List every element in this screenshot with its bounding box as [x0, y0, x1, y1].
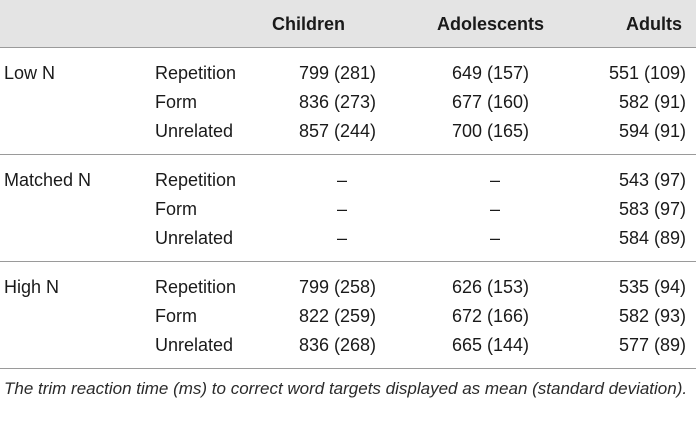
- cell-adolescents: 700 (165): [452, 121, 530, 141]
- bottom-rule: [0, 368, 696, 369]
- cell-adults: 577 (89): [618, 335, 686, 355]
- header-rule: [0, 47, 696, 48]
- cell-adolescents: –: [490, 199, 501, 219]
- cell-children: 822 (259): [299, 306, 377, 326]
- cell-adolescents: 677 (160): [452, 92, 530, 112]
- table-row-condition: Repetition: [155, 63, 237, 83]
- cell-adolescents: –: [490, 170, 501, 190]
- table-row-condition: Unrelated: [155, 335, 234, 355]
- cell-adolescents: 649 (157): [452, 63, 530, 83]
- cell-children: 857 (244): [299, 121, 377, 141]
- cell-adults: 584 (89): [618, 228, 686, 248]
- cell-adolescents: 672 (166): [452, 306, 530, 326]
- cell-adults: 551 (109): [608, 63, 686, 83]
- group-rule: [0, 261, 696, 262]
- group-rule: [0, 154, 696, 155]
- group-label-low-n: Low N: [4, 63, 56, 83]
- table-caption: The trim reaction time (ms) to correct w…: [4, 379, 688, 398]
- group-label-matched-n: Matched N: [4, 170, 92, 190]
- cell-adults: 594 (91): [618, 121, 686, 141]
- cell-children: –: [337, 170, 348, 190]
- cell-adolescents: –: [490, 228, 501, 248]
- table-row-condition: Repetition: [155, 170, 237, 190]
- header-adolescents: Adolescents: [437, 14, 545, 34]
- table-row-condition: Repetition: [155, 277, 237, 297]
- table-header-band: [0, 0, 696, 47]
- table-row-condition: Unrelated: [155, 228, 234, 248]
- table-row-condition: Form: [155, 306, 197, 326]
- cell-adolescents: 665 (144): [452, 335, 530, 355]
- cell-children: 836 (268): [299, 335, 377, 355]
- table-row-condition: Form: [155, 92, 197, 112]
- group-label-high-n: High N: [4, 277, 60, 297]
- table-row-condition: Unrelated: [155, 121, 234, 141]
- cell-children: –: [337, 228, 348, 248]
- cell-adults: 582 (91): [618, 92, 686, 112]
- cell-children: 799 (258): [299, 277, 377, 297]
- cell-children: –: [337, 199, 348, 219]
- cell-adults: 543 (97): [618, 170, 686, 190]
- header-adults: Adults: [626, 14, 682, 34]
- cell-children: 836 (273): [299, 92, 377, 112]
- header-children: Children: [272, 14, 346, 34]
- cell-children: 799 (281): [299, 63, 377, 83]
- cell-adults: 535 (94): [618, 277, 686, 297]
- cell-adolescents: 626 (153): [452, 277, 530, 297]
- cell-adults: 582 (93): [618, 306, 686, 326]
- table-row-condition: Form: [155, 199, 197, 219]
- cell-adults: 583 (97): [618, 199, 686, 219]
